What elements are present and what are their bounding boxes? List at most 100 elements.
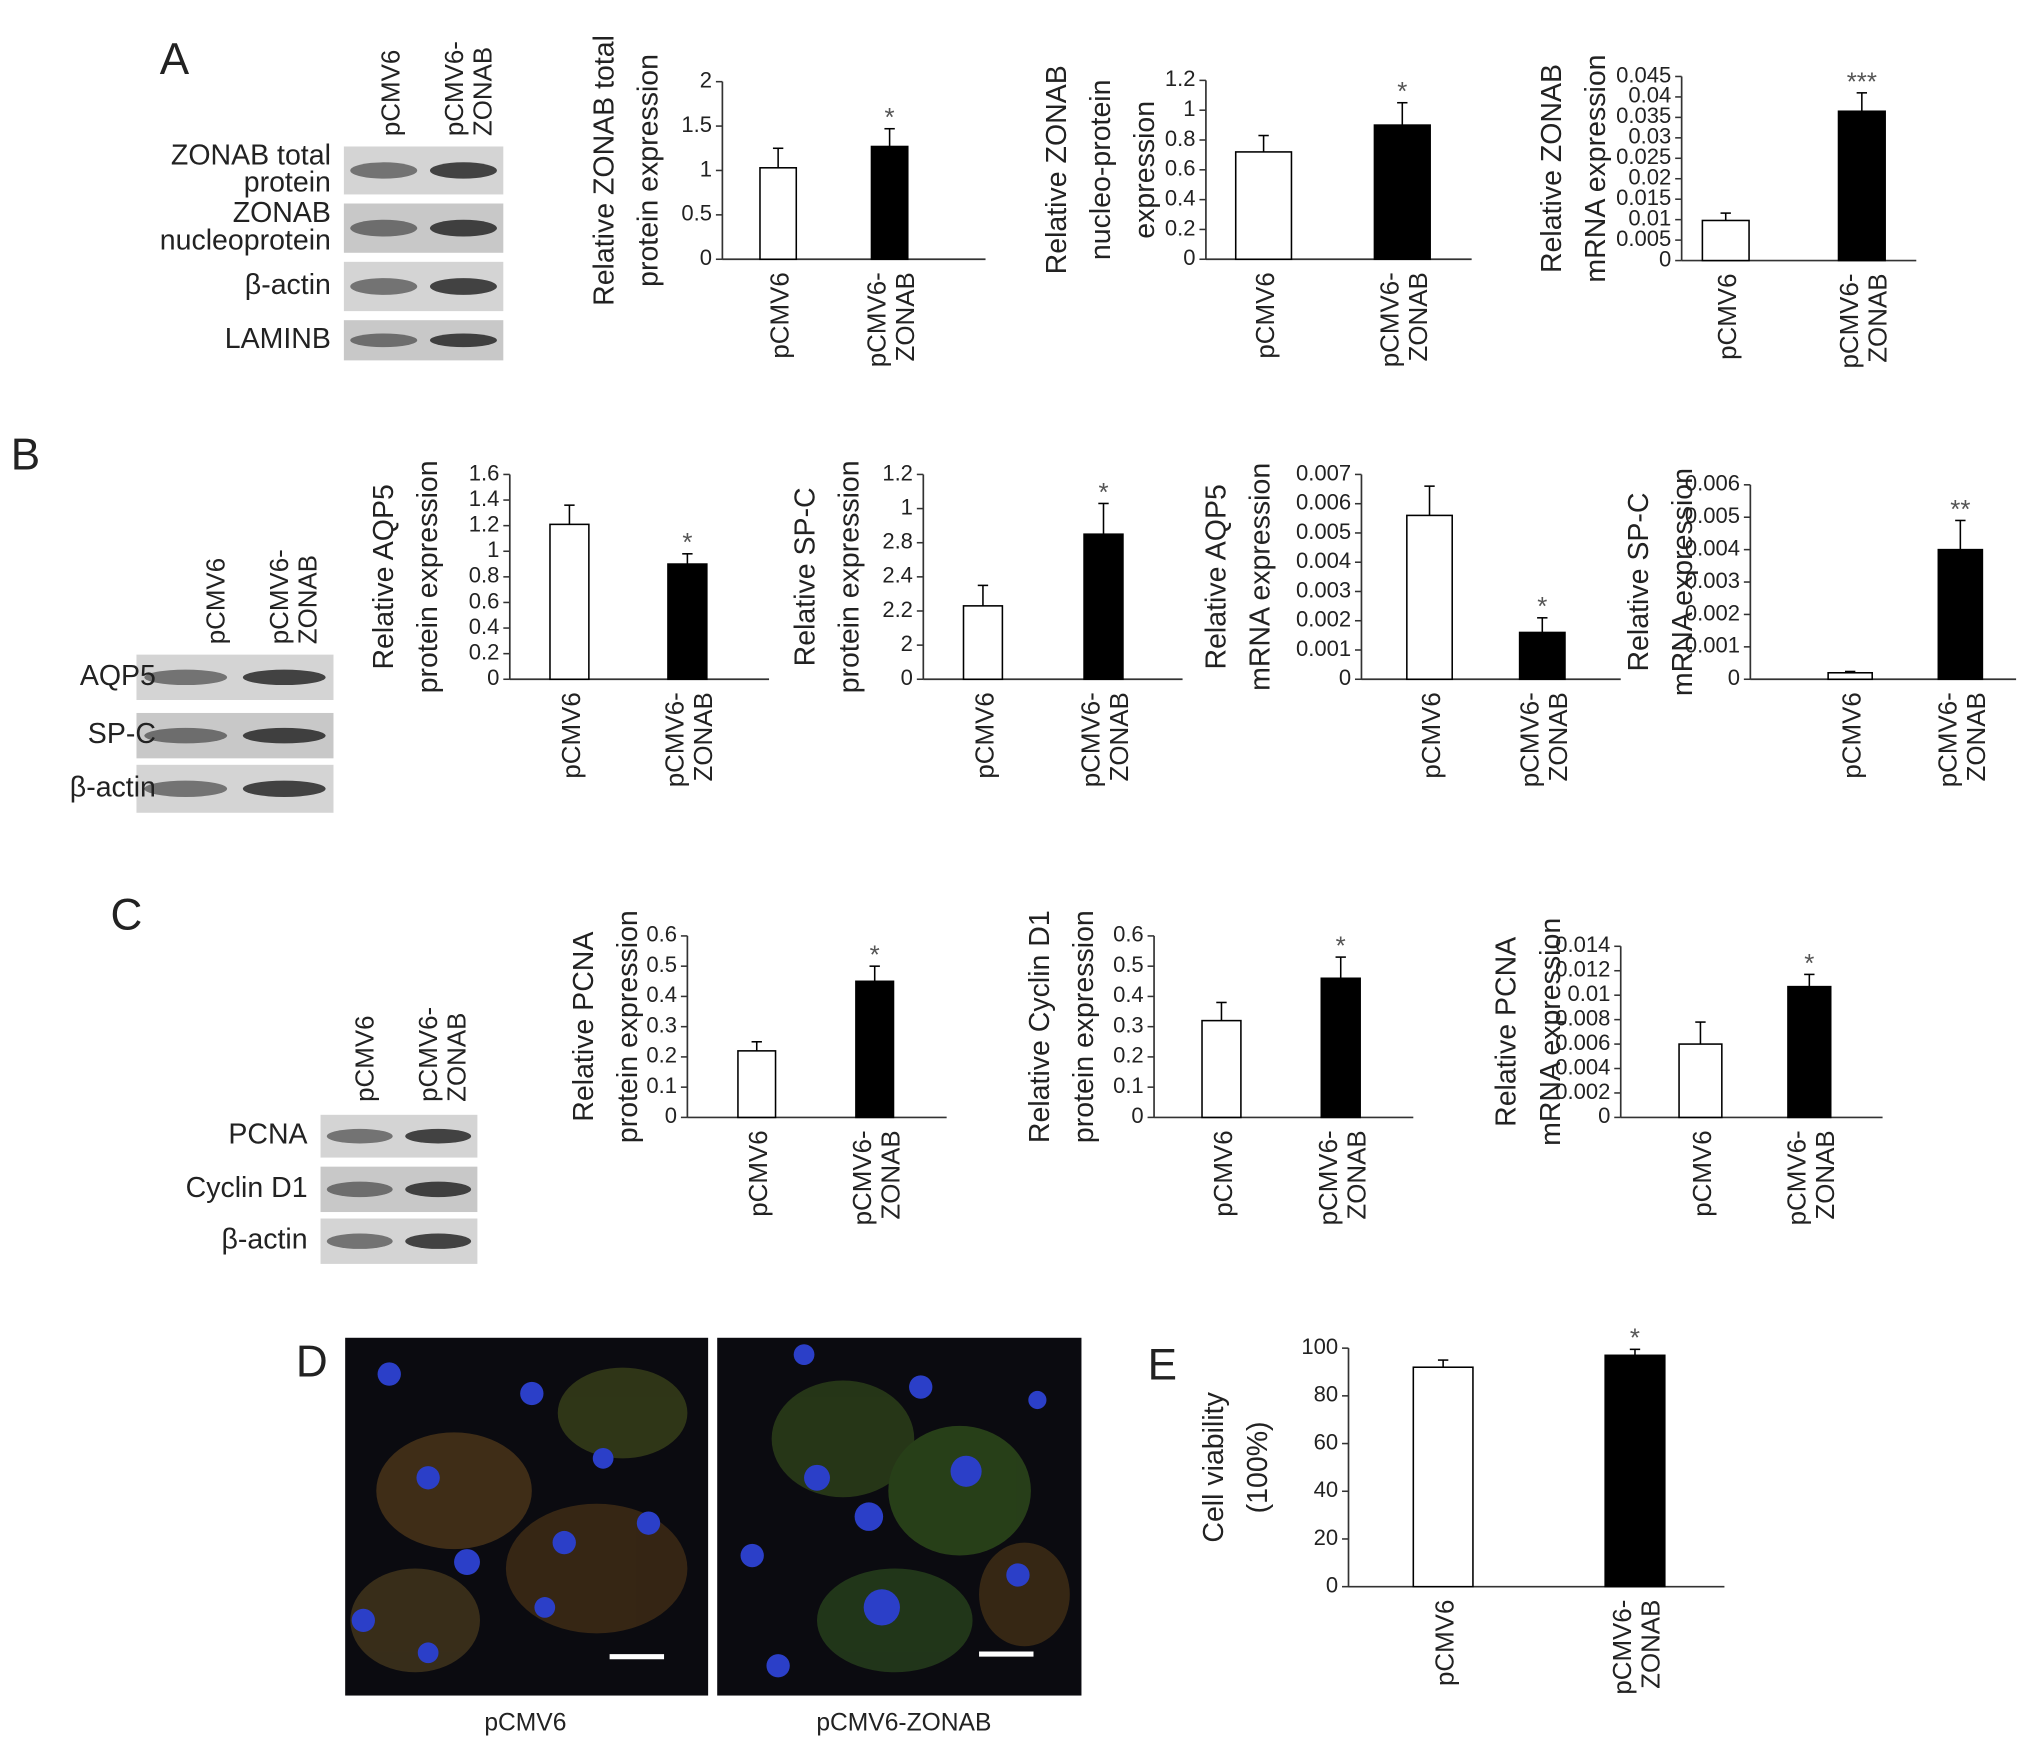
y-tick-label: 0.012 [1555, 957, 1610, 982]
micrographs [345, 1337, 1082, 1696]
y-tick-label: 2.8 [882, 529, 913, 554]
bar [759, 167, 798, 261]
y-tick-label: 80 [1314, 1382, 1339, 1407]
y-tick-label: 0.8 [469, 563, 500, 588]
y-tick-label: 0.008 [1555, 1005, 1610, 1030]
bar [1406, 514, 1453, 681]
y-tick-label: 0.5 [646, 952, 677, 977]
x-tick-label: ZONAB [1106, 692, 1134, 781]
error-bar [1397, 101, 1408, 126]
y-tick-label: 0.8 [1165, 126, 1196, 151]
y-tick-label: 0 [1339, 665, 1351, 690]
y-tick-label: 100 [1301, 1334, 1338, 1359]
y-tick-label: 2 [901, 631, 913, 656]
bar [1518, 631, 1566, 681]
blot-row-label: β-actin [70, 771, 156, 803]
y-tick-label: 0.4 [469, 614, 500, 639]
x-tick-label: pCMV6 [1714, 274, 1742, 360]
significance: * [1397, 78, 1407, 106]
bar [870, 145, 909, 261]
significance: * [885, 104, 895, 132]
bar [1201, 1019, 1242, 1119]
error-bar [884, 127, 895, 147]
y-tick-label: 0.006 [1296, 490, 1351, 515]
y-axis-label: nucleo-protein [1085, 80, 1117, 261]
y-tick-label: 0.4 [1165, 185, 1196, 210]
error-bar [564, 504, 575, 525]
y-tick-label: 1.2 [469, 511, 500, 536]
blot-row-label: PCNA [228, 1119, 307, 1151]
y-tick-label: 0.004 [1296, 548, 1351, 573]
x-tick-label: ZONAB [1812, 1130, 1840, 1219]
y-tick-label: 1.5 [681, 112, 712, 137]
y-tick-label: 0.3 [1113, 1012, 1144, 1037]
y-axis-label: protein expression [612, 910, 644, 1143]
error-bar [1258, 134, 1269, 152]
y-axis-label: mRNA expression [1667, 468, 1699, 696]
bar [855, 980, 895, 1119]
x-tick-label: pCMV6 [1689, 1130, 1717, 1216]
panel-label: D [296, 1338, 328, 1387]
y-tick-label: 0.002 [1296, 607, 1351, 632]
lane-label: ZONAB [470, 47, 498, 136]
x-tick-label: pCMV6 [1418, 692, 1446, 778]
y-axis-label: protein expression [834, 460, 866, 693]
blot-row-label: AQP5 [80, 660, 156, 692]
y-tick-label: 1.2 [882, 460, 913, 485]
y-tick-label: 0.5 [681, 201, 712, 226]
x-tick-label: pCMV6- [1783, 1130, 1811, 1225]
bar [1320, 977, 1361, 1119]
blot-band [144, 780, 228, 797]
y-tick-label: 40 [1314, 1477, 1339, 1502]
error-bar [1537, 617, 1548, 633]
y-axis-label: protein expression [412, 460, 444, 693]
x-tick-label: ZONAB [1343, 1130, 1371, 1219]
lane-label: pCMV6 [352, 1015, 380, 1101]
blot-row-label: protein [244, 167, 331, 199]
micrograph-label: pCMV6 [484, 1710, 566, 1737]
y-axis-label: Relative AQP5 [1200, 484, 1232, 669]
y-tick-label: 0.01 [1567, 981, 1610, 1006]
blot-band [405, 1181, 472, 1198]
bar [549, 523, 590, 681]
y-axis-label: Relative SP-C [789, 487, 821, 666]
blot-row-label: β-actin [221, 1224, 307, 1256]
y-tick-label: 0.6 [1165, 156, 1196, 181]
lane-label: pCMV6- [266, 549, 294, 644]
x-tick-label: ZONAB [1405, 272, 1433, 361]
significance: *** [1847, 68, 1877, 96]
significance: * [1336, 933, 1346, 961]
y-tick-label: 1 [901, 494, 913, 519]
x-tick-label: pCMV6- [1609, 1600, 1637, 1695]
y-tick-label: 2.4 [882, 563, 913, 588]
y-tick-label: 0.2 [646, 1043, 677, 1068]
y-tick-label: 0.01 [1628, 205, 1671, 230]
x-tick-label: pCMV6- [1376, 272, 1404, 367]
y-tick-label: 0.2 [1113, 1043, 1144, 1068]
y-tick-label: 1 [700, 156, 712, 181]
x-tick-label: pCMV6- [1315, 1130, 1343, 1225]
y-axis-label: (100%) [1242, 1421, 1274, 1513]
blot-row-label: β-actin [245, 269, 331, 301]
significance: ** [1950, 496, 1970, 524]
x-tick-label: pCMV6- [1078, 692, 1106, 787]
significance: * [682, 529, 692, 557]
bar [737, 1050, 777, 1119]
blot-band [242, 727, 326, 744]
bar [1837, 110, 1886, 262]
panel-label: C [111, 890, 143, 939]
panel-label: A [160, 35, 190, 84]
bar [1412, 1366, 1474, 1588]
bar [1678, 1043, 1723, 1119]
y-tick-label: 0.006 [1685, 471, 1740, 496]
significance: * [1537, 593, 1547, 621]
y-axis-label: Relative Cyclin D1 [1024, 910, 1056, 1143]
blot-row-label: ZONAB total [171, 139, 331, 171]
y-tick-label: 0.5 [1113, 952, 1144, 977]
blot-band [144, 727, 228, 744]
y-tick-label: 0.004 [1555, 1054, 1610, 1079]
x-tick-label: pCMV6- [864, 272, 892, 367]
y-tick-label: 0.2 [1165, 215, 1196, 240]
blot-band [405, 1233, 472, 1249]
